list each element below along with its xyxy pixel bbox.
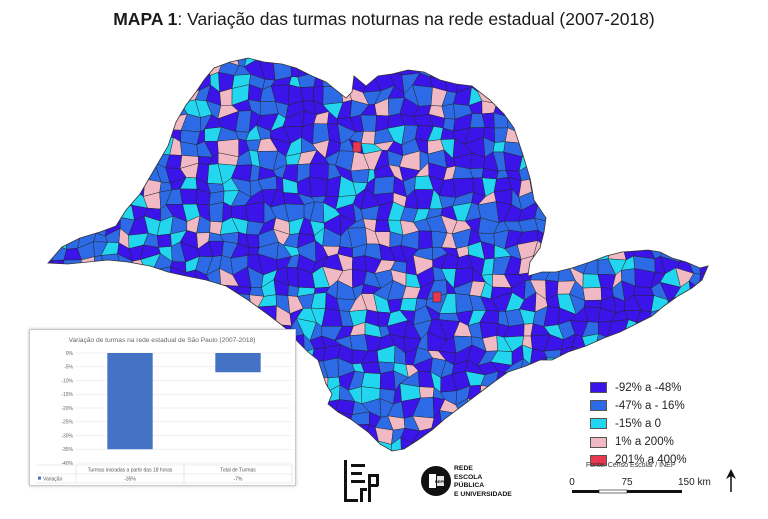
- repu-line-3: E UNIVERSIDADE: [454, 490, 512, 498]
- legend-item: 1% a 200%: [590, 435, 687, 450]
- y-tick-label: -5%: [64, 365, 73, 371]
- municipality-area: [373, 176, 395, 195]
- y-tick-label: -15%: [61, 392, 73, 398]
- municipality-area: [259, 101, 279, 116]
- legend-item: -15% a 0: [590, 416, 687, 431]
- municipality-area: [208, 201, 224, 223]
- repu-line-0: REDE: [454, 465, 473, 472]
- repu-line-1: ESCOLA: [454, 473, 483, 481]
- municipality-area: [287, 285, 300, 297]
- municipality-area: [360, 361, 381, 374]
- municipality-area: [492, 141, 506, 153]
- legend-label: -47% a - 16%: [615, 399, 685, 412]
- municipality-area: [419, 386, 435, 399]
- municipality-area: [360, 131, 376, 145]
- municipality-area: [309, 176, 329, 198]
- map-title-rest: : Variação das turmas noturnas na rede e…: [177, 9, 655, 29]
- legend-label: 1% a 200%: [615, 436, 674, 449]
- municipality-area: [244, 201, 265, 224]
- table-value-1: -7%: [234, 476, 243, 482]
- repu-logo-text: REPU: [435, 479, 446, 484]
- chart-data-table: Turmas iniciadas a partir das 18 horas T…: [36, 464, 293, 484]
- chart-bar: [215, 353, 261, 373]
- municipality-area: [584, 299, 602, 309]
- legend-swatch: [590, 418, 607, 430]
- legend-swatch: [590, 436, 607, 448]
- legend-label: -15% a 0: [615, 417, 662, 430]
- bar-chart: Variação de turmas na rede estadual de S…: [36, 337, 293, 484]
- north-arrow-icon: [726, 469, 736, 492]
- municipality-area: [156, 233, 172, 248]
- map-title-bold: MAPA 1: [113, 9, 178, 29]
- y-tick-label: -40%: [61, 461, 73, 467]
- legend-item: -92% a -48%: [590, 380, 687, 395]
- data-source: Fonte: Censo Escolar / INEP: [586, 462, 676, 469]
- repu-line-2: PÚBLICA: [454, 482, 485, 490]
- municipality-area-high-growth: [352, 141, 362, 153]
- legend-swatch: [590, 400, 607, 412]
- scale-label-150: 150 km: [678, 477, 711, 488]
- municipality-area: [321, 308, 343, 327]
- municipality-area: [418, 230, 433, 250]
- chart-bar: [107, 353, 153, 450]
- table-series-name: Variação: [43, 476, 63, 482]
- municipality-area: [374, 219, 391, 233]
- table-header-cat-0: Turmas iniciadas a partir das 18 horas: [88, 468, 173, 474]
- y-tick-label: -10%: [61, 378, 73, 384]
- bar-chart-panel: Variação de turmas na rede estadual de S…: [29, 329, 296, 486]
- lepp-logo: [344, 460, 379, 502]
- legend-swatch: [590, 382, 607, 393]
- y-tick-label: -25%: [61, 420, 73, 426]
- municipality-area-high-growth: [432, 291, 442, 303]
- table-value-0: -35%: [124, 476, 136, 482]
- scale-label-0: 0: [569, 477, 575, 488]
- table-header-cat-1: Total de Turmas: [220, 468, 256, 474]
- y-tick-label: -35%: [61, 447, 73, 453]
- state-outline: [47, 57, 709, 452]
- municipality-area: [351, 255, 367, 272]
- municipality-area: [361, 372, 381, 389]
- municipality-area: [179, 188, 198, 205]
- legend-label: -92% a -48%: [615, 381, 682, 394]
- y-tick-label: 0%: [66, 351, 74, 357]
- repu-logo-caption: REDE ESCOLA PÚBLICA E UNIVERSIDADE: [454, 465, 512, 499]
- scale-label-75: 75: [621, 477, 633, 488]
- legend-swatch: [590, 454, 607, 466]
- legend-item: 201% a 400%: [590, 453, 687, 468]
- map-legend: -92% a -48% -47% a - 16% -15% a 0 1% a 2…: [590, 380, 687, 471]
- municipality-area: [582, 287, 602, 301]
- legend-item: -47% a - 16%: [590, 398, 687, 413]
- municipality-area: [379, 370, 396, 391]
- y-tick-label: -20%: [61, 406, 73, 412]
- municipality-area: [350, 169, 370, 184]
- repu-logo: REPU: [421, 466, 451, 496]
- scale-bar: 0 75 150 km: [569, 477, 711, 494]
- map-title: MAPA 1: Variação das turmas noturnas na …: [0, 9, 768, 30]
- y-tick-label: -30%: [61, 433, 73, 439]
- chart-title: Variação de turmas na rede estadual de S…: [69, 337, 256, 344]
- municipality-area: [300, 86, 314, 102]
- legend-label: 201% a 400%: [615, 454, 687, 467]
- municipality-area: [399, 297, 418, 312]
- table-series-swatch: [38, 476, 41, 480]
- municipality-area: [360, 114, 377, 132]
